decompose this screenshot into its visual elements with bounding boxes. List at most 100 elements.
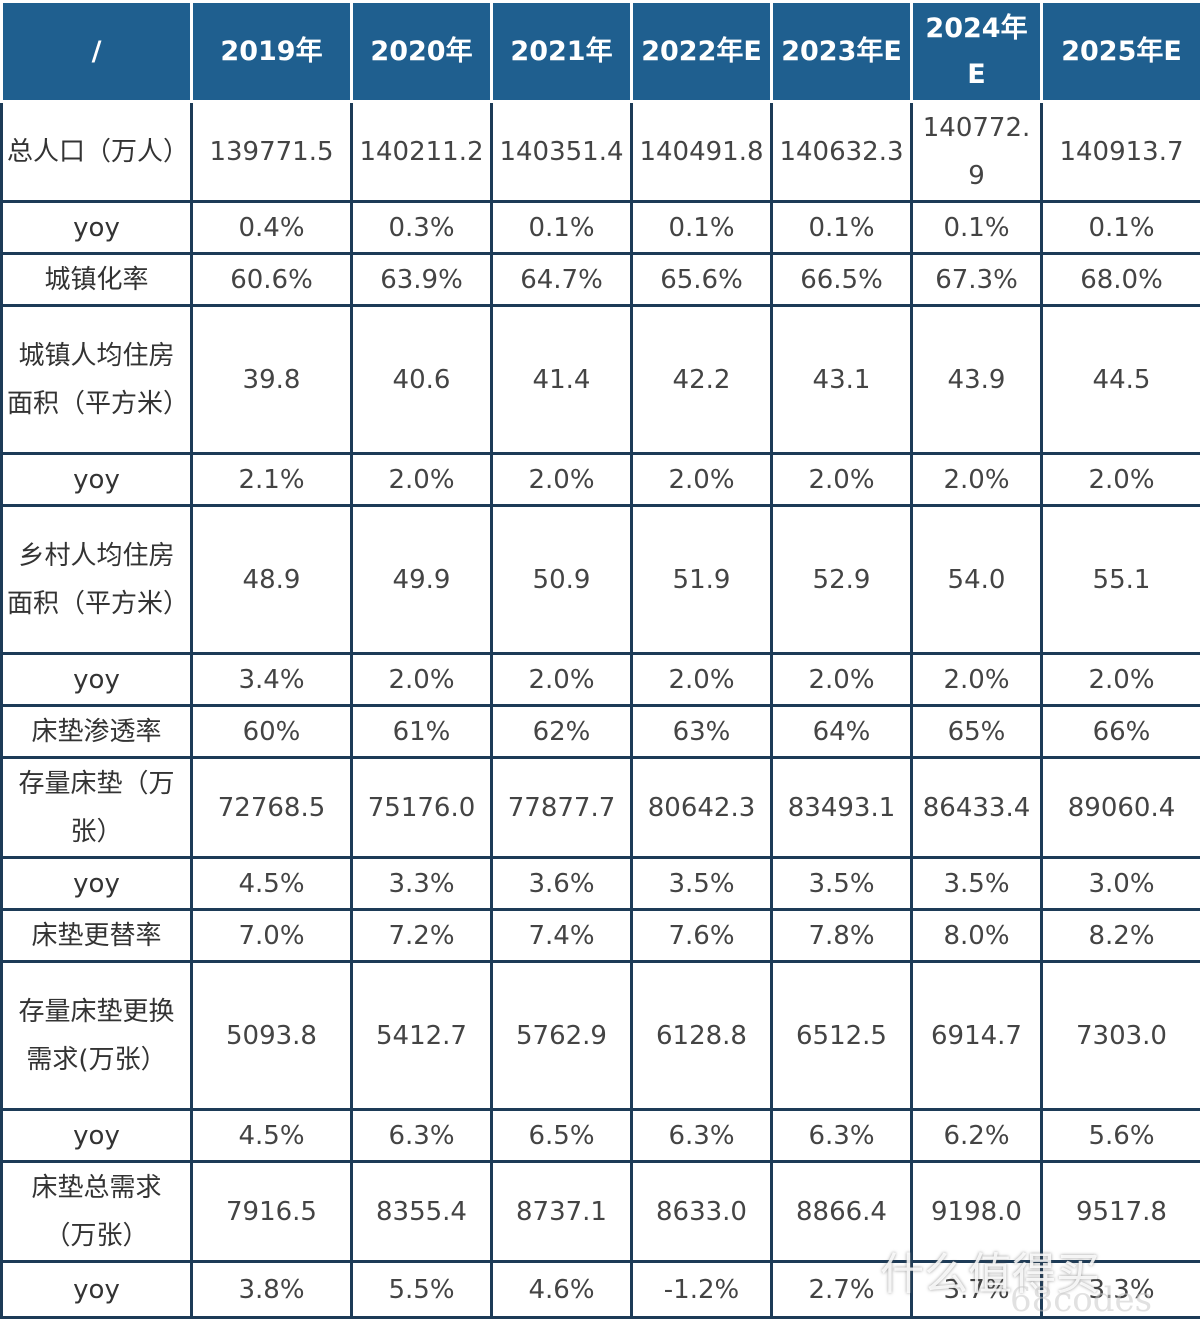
row-label: yoy — [0, 200, 193, 255]
cell: 65.6% — [630, 252, 773, 307]
cell: 9517.8 — [1040, 1160, 1200, 1263]
cell: 140211.2 — [350, 100, 493, 203]
table-row: yoy 3.4% 2.0% 2.0% 2.0% 2.0% 2.0% 2.0% — [0, 652, 1200, 707]
cell: 80642.3 — [630, 756, 773, 859]
cell: 86433.4 — [910, 756, 1043, 859]
cell: -1.2% — [630, 1260, 773, 1319]
cell: 55.1 — [1040, 504, 1200, 655]
cell: 66.5% — [770, 252, 913, 307]
cell: 5.6% — [1040, 1108, 1200, 1163]
cell: 8633.0 — [630, 1160, 773, 1263]
header-cell: / — [0, 0, 193, 103]
cell: 65% — [910, 704, 1043, 759]
cell: 139771.5 — [190, 100, 353, 203]
cell: 2.0% — [490, 452, 633, 507]
header-cell: 2020年 — [350, 0, 493, 103]
cell: 64% — [770, 704, 913, 759]
table-row: 总人口（万人） 139771.5 140211.2 140351.4 140491.8 1… — [0, 100, 1200, 203]
cell: 6.3% — [350, 1108, 493, 1163]
cell: 2.0% — [910, 652, 1043, 707]
cell: 3.8% — [190, 1260, 353, 1319]
cell: 75176.0 — [350, 756, 493, 859]
row-label: 城镇化率 — [0, 252, 193, 307]
cell: 8355.4 — [350, 1160, 493, 1263]
cell: 83493.1 — [770, 756, 913, 859]
header-row: /2019年 2020年 2021年 2022年E 2023年E 2024年E 2025年E — [0, 0, 1200, 103]
cell: 0.1% — [910, 200, 1043, 255]
cell: 3.4% — [190, 652, 353, 707]
cell: 0.1% — [1040, 200, 1200, 255]
cell: 61% — [350, 704, 493, 759]
table-row: 床垫更替率 7.0% 7.2% 7.4% 7.6% 7.8% 8.0% 8.2% — [0, 908, 1200, 963]
cell: 6512.5 — [770, 960, 913, 1111]
cell: 2.0% — [770, 452, 913, 507]
header-cell: 2024年E — [910, 0, 1043, 103]
cell: 7.0% — [190, 908, 353, 963]
row-label: yoy — [0, 652, 193, 707]
row-label: 存量床垫（万张） — [0, 756, 193, 859]
cell: 6.5% — [490, 1108, 633, 1163]
cell: 6128.8 — [630, 960, 773, 1111]
cell: 4.5% — [190, 1108, 353, 1163]
cell: 6.3% — [770, 1108, 913, 1163]
cell: 2.0% — [1040, 652, 1200, 707]
cell: 3.5% — [770, 856, 913, 911]
cell: 3.7% — [910, 1260, 1043, 1319]
cell: 140351.4 — [490, 100, 633, 203]
cell: 8866.4 — [770, 1160, 913, 1263]
cell: 40.6 — [350, 304, 493, 455]
cell: 48.9 — [190, 504, 353, 655]
cell: 2.0% — [910, 452, 1043, 507]
table-row: 存量床垫（万张） 72768.5 75176.0 77877.7 80642.3 8349… — [0, 756, 1200, 859]
cell: 8.2% — [1040, 908, 1200, 963]
table-row: 乡村人均住房面积（平方米） 48.9 49.9 50.9 51.9 52.9 54.0 55.… — [0, 504, 1200, 655]
header-cell: 2022年E — [630, 0, 773, 103]
header-cell: 2019年 — [190, 0, 353, 103]
cell: 9198.0 — [910, 1160, 1043, 1263]
cell: 43.9 — [910, 304, 1043, 455]
cell: 2.0% — [630, 452, 773, 507]
cell: 3.5% — [630, 856, 773, 911]
cell: 3.3% — [1040, 1260, 1200, 1319]
row-label: yoy — [0, 1108, 193, 1163]
cell: 8.0% — [910, 908, 1043, 963]
cell: 50.9 — [490, 504, 633, 655]
cell: 7.8% — [770, 908, 913, 963]
cell: 72768.5 — [190, 756, 353, 859]
cell: 49.9 — [350, 504, 493, 655]
table-row: yoy 2.1% 2.0% 2.0% 2.0% 2.0% 2.0% 2.0% — [0, 452, 1200, 507]
row-label: 床垫渗透率 — [0, 704, 193, 759]
cell: 39.8 — [190, 304, 353, 455]
cell: 63.9% — [350, 252, 493, 307]
table-row: 城镇人均住房面积（平方米） 39.8 40.6 41.4 42.2 43.1 43.9 44.… — [0, 304, 1200, 455]
row-label: 乡村人均住房面积（平方米） — [0, 504, 193, 655]
cell: 7303.0 — [1040, 960, 1200, 1111]
cell: 140913.7 — [1040, 100, 1200, 203]
cell: 4.5% — [190, 856, 353, 911]
cell: 43.1 — [770, 304, 913, 455]
cell: 2.0% — [490, 652, 633, 707]
cell: 66% — [1040, 704, 1200, 759]
cell: 54.0 — [910, 504, 1043, 655]
row-label: 床垫总需求（万张） — [0, 1160, 193, 1263]
cell: 2.0% — [350, 452, 493, 507]
header-cell: 2021年 — [490, 0, 633, 103]
cell: 5412.7 — [350, 960, 493, 1111]
cell: 7.6% — [630, 908, 773, 963]
cell: 6914.7 — [910, 960, 1043, 1111]
cell: 3.3% — [350, 856, 493, 911]
cell: 41.4 — [490, 304, 633, 455]
header-cell: 2023年E — [770, 0, 913, 103]
cell: 0.1% — [630, 200, 773, 255]
cell: 5762.9 — [490, 960, 633, 1111]
cell: 77877.7 — [490, 756, 633, 859]
cell: 63% — [630, 704, 773, 759]
cell: 7.4% — [490, 908, 633, 963]
cell: 140632.3 — [770, 100, 913, 203]
row-label: yoy — [0, 1260, 193, 1319]
cell: 2.0% — [630, 652, 773, 707]
table-row: 存量床垫更换需求(万张） 5093.8 5412.7 5762.9 6128.8 6512… — [0, 960, 1200, 1111]
cell: 0.1% — [490, 200, 633, 255]
table-row: 城镇化率 60.6% 63.9% 64.7% 65.6% 66.5% 67.3% 68.0% — [0, 252, 1200, 307]
